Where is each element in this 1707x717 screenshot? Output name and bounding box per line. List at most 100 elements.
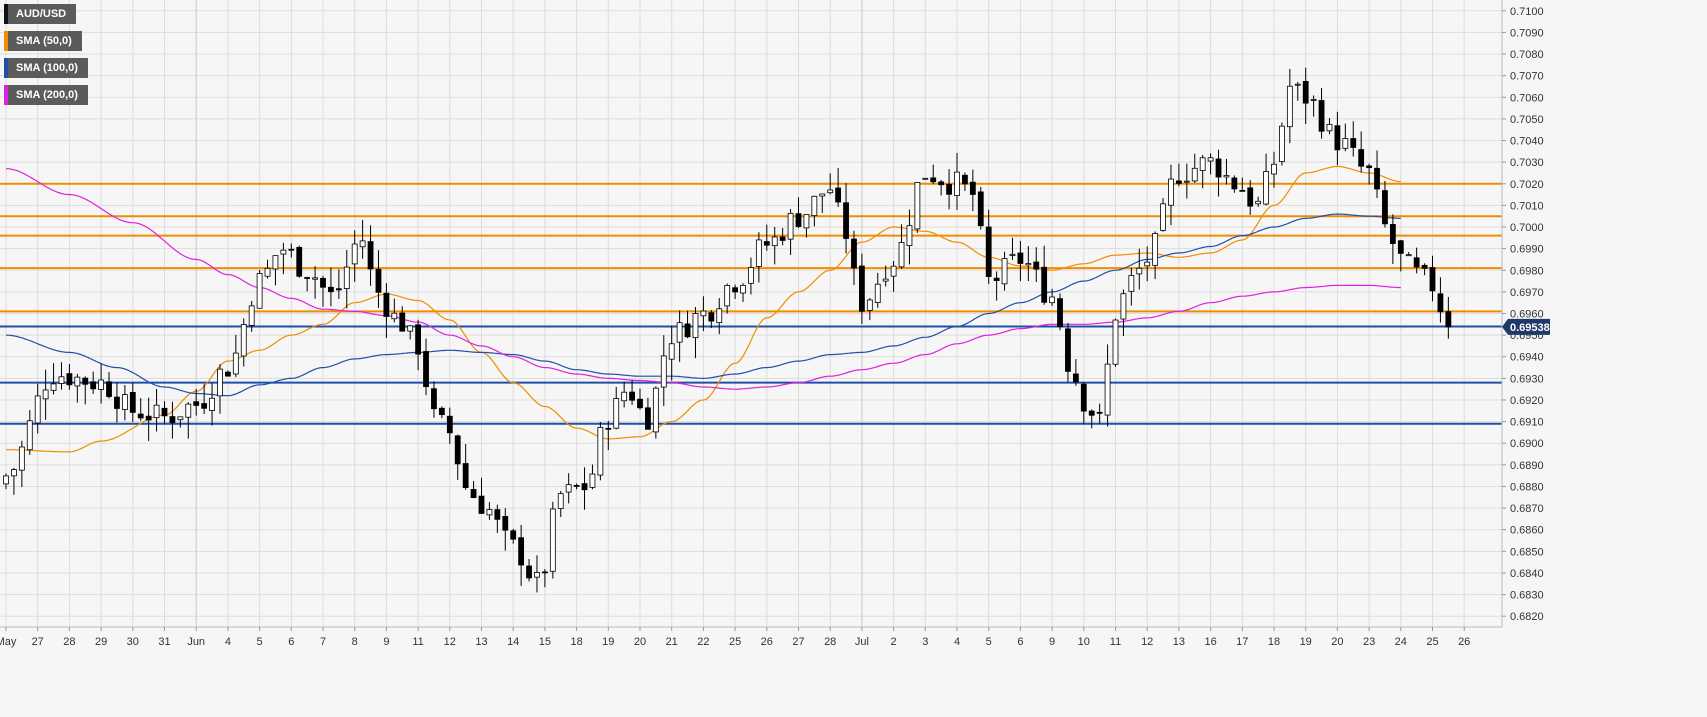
- x-tick-label: 11: [1110, 636, 1121, 648]
- x-tick-label: 12: [1141, 636, 1153, 648]
- candle-body: [66, 373, 73, 386]
- candle-body: [34, 395, 41, 424]
- candle-body: [1294, 83, 1301, 86]
- candle-body: [343, 266, 350, 289]
- candle-body: [312, 277, 318, 280]
- candle-body: [938, 181, 945, 186]
- legend-label: SMA (50,0): [16, 35, 72, 47]
- candle-body: [1326, 123, 1333, 132]
- candle-body: [296, 246, 303, 277]
- candle-body: [613, 398, 620, 429]
- candle-body: [985, 226, 992, 277]
- candle-body: [755, 239, 762, 267]
- candle-body: [645, 407, 651, 430]
- candle-body: [1120, 293, 1127, 320]
- candle-body: [177, 416, 184, 421]
- x-tick-label: 11: [412, 636, 423, 648]
- x-tick-label: 15: [539, 636, 551, 648]
- candle-body: [320, 277, 326, 288]
- x-tick-label: 13: [475, 636, 487, 648]
- candle-body: [1318, 100, 1325, 132]
- candle-body: [1128, 275, 1135, 292]
- candle-body: [1302, 81, 1309, 104]
- candle-body: [843, 202, 849, 239]
- candle-body: [1025, 263, 1032, 266]
- candle-body: [914, 182, 921, 230]
- candle-body: [1191, 167, 1198, 182]
- legend: AUD/USD SMA (50,0) SMA (100,0) SMA (200,…: [4, 4, 88, 112]
- candle-body: [1168, 178, 1174, 206]
- x-tick-label: 6: [1017, 636, 1023, 648]
- candle-body: [1009, 253, 1016, 256]
- y-tick-label: 0.6940: [1510, 352, 1544, 364]
- candle-body: [518, 537, 525, 566]
- x-tick-label: 24: [1395, 636, 1407, 648]
- candle-body: [1080, 383, 1087, 412]
- candle-body: [954, 171, 960, 196]
- candle-body: [827, 189, 834, 194]
- candle-body: [740, 284, 746, 294]
- x-tick-label: May: [0, 636, 17, 648]
- candle-body: [534, 572, 540, 578]
- candle-body: [209, 397, 215, 411]
- candle-body: [137, 413, 144, 419]
- y-tick-label: 0.6890: [1510, 460, 1544, 472]
- x-tick-label: 5: [986, 636, 992, 648]
- candle-body: [11, 469, 17, 477]
- candle-body: [1176, 180, 1182, 184]
- legend-item-sma-50[interactable]: SMA (50,0): [4, 31, 82, 51]
- candle-body: [272, 255, 279, 270]
- candle-body: [1389, 224, 1396, 244]
- candle-body: [1199, 157, 1206, 171]
- candle-body: [145, 415, 152, 421]
- x-tick-label: 4: [954, 636, 960, 648]
- candle-body: [256, 273, 263, 309]
- candle-body: [359, 240, 366, 248]
- y-tick-label: 0.6830: [1510, 590, 1544, 602]
- candle-body: [1144, 261, 1151, 267]
- x-tick-label: 27: [792, 636, 804, 648]
- candle-body: [367, 241, 374, 270]
- legend-swatch: [4, 85, 8, 105]
- candle-body: [399, 312, 406, 332]
- candle-body: [335, 288, 342, 291]
- candle-body: [129, 391, 136, 413]
- candle-body: [605, 427, 612, 430]
- candle-body: [161, 407, 168, 417]
- x-tick-label: Jun: [187, 636, 205, 648]
- candle-body: [859, 265, 865, 312]
- y-tick-label: 0.7000: [1510, 222, 1544, 234]
- candle-body: [898, 242, 905, 268]
- candle-body: [977, 191, 984, 227]
- candle-body: [1445, 311, 1452, 328]
- candles: [3, 67, 1452, 593]
- legend-item-sma-100[interactable]: SMA (100,0): [4, 58, 88, 78]
- candle-body: [946, 183, 952, 195]
- candle-body: [1096, 411, 1103, 414]
- y-tick-label: 0.6880: [1510, 481, 1544, 493]
- y-tick-label: 0.7040: [1510, 136, 1544, 148]
- candle-body: [874, 283, 881, 304]
- candle-body: [1183, 180, 1190, 183]
- time-axis[interactable]: May 27 28 29 30 31 Jun 4 5 6 7 8 9 11 12 13 14 15 18 19 20 21…: [0, 627, 1470, 648]
- candle-body: [90, 381, 97, 390]
- legend-item-aud-usd[interactable]: AUD/USD: [4, 4, 77, 24]
- legend-item-sma-200[interactable]: SMA (200,0): [4, 85, 88, 105]
- candle-body: [890, 265, 897, 277]
- candle-body: [510, 530, 517, 540]
- candle-body: [391, 312, 398, 320]
- candle-body: [993, 277, 1000, 281]
- candle-body: [1255, 200, 1262, 205]
- candle-body: [969, 181, 976, 195]
- candle-body: [771, 236, 778, 247]
- y-tick-label: 0.6870: [1510, 503, 1544, 515]
- candle-body: [42, 389, 49, 400]
- x-tick-label: 13: [1173, 636, 1185, 648]
- price-axis[interactable]: 0.7100 0.7090 0.7080 0.7070 0.7060 0.7050 0.70…: [1502, 6, 1544, 623]
- y-tick-label: 0.6820: [1510, 611, 1544, 623]
- legend-swatch: [4, 4, 8, 24]
- candle-body: [748, 267, 754, 284]
- candle-body: [1057, 298, 1063, 328]
- x-tick-label: 18: [570, 636, 582, 648]
